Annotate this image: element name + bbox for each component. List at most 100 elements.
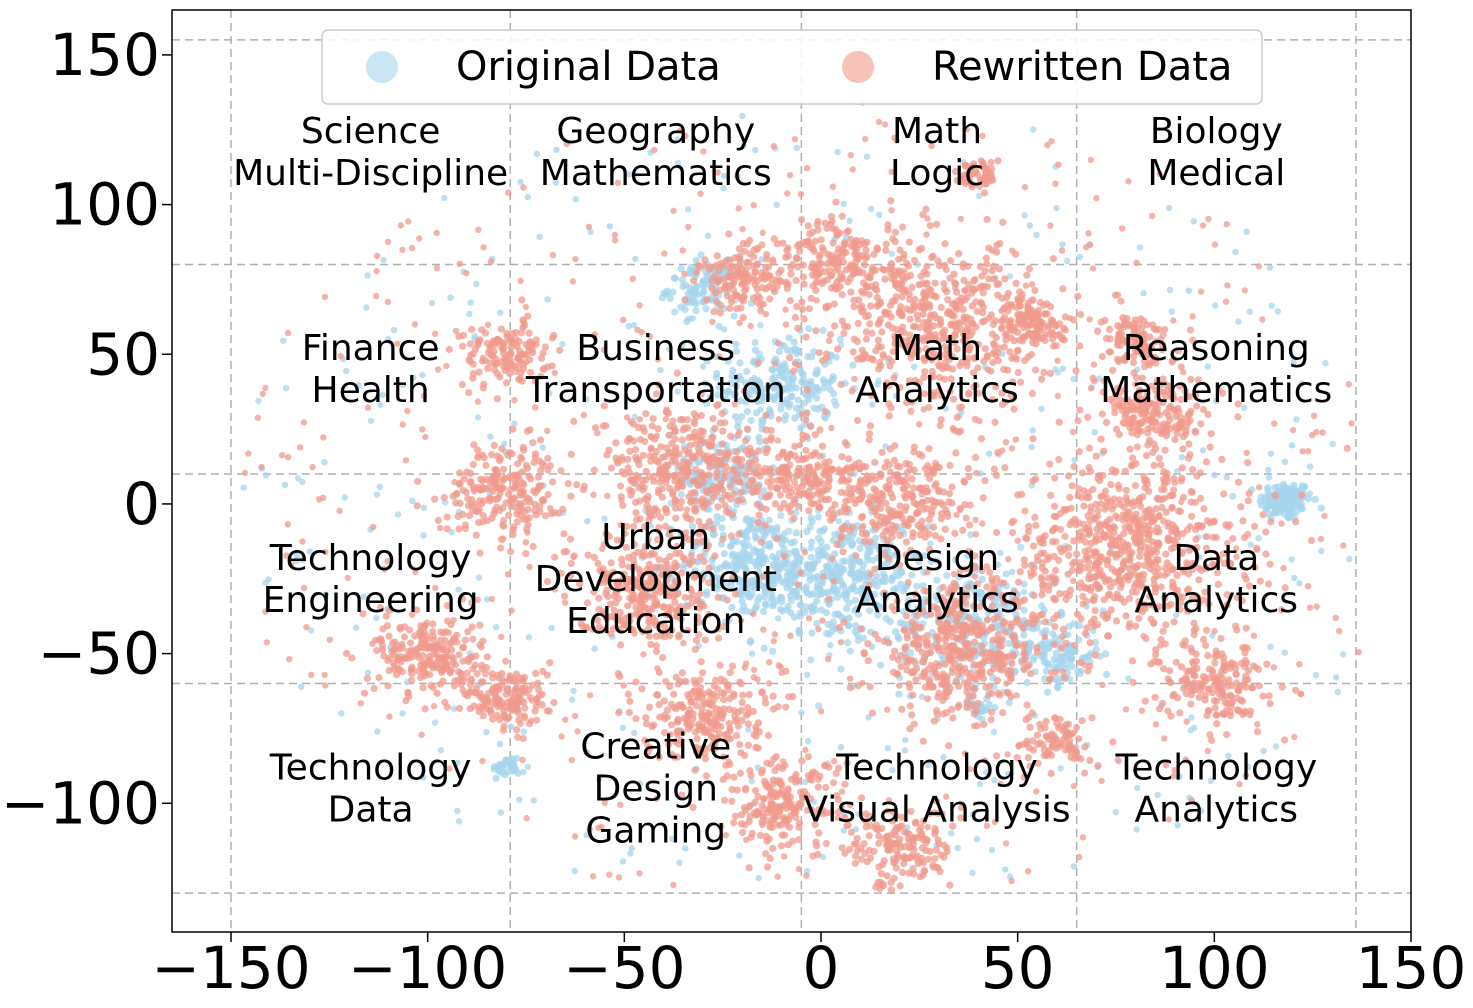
data-point (658, 454, 666, 462)
data-point (687, 489, 696, 497)
data-point (864, 543, 872, 552)
data-point (1114, 481, 1122, 489)
data-point (1262, 528, 1270, 536)
data-point (515, 375, 523, 383)
data-point (520, 318, 528, 326)
data-point (688, 299, 696, 307)
data-point (976, 263, 984, 271)
data-point (1042, 659, 1050, 667)
data-point (566, 535, 575, 543)
data-point (1061, 532, 1069, 541)
data-point (994, 689, 1002, 697)
data-point (815, 253, 823, 261)
data-point (1267, 643, 1274, 650)
data-point (619, 858, 627, 865)
data-point (781, 360, 789, 368)
data-point (1029, 435, 1037, 443)
data-point (1020, 631, 1028, 639)
data-point (1002, 570, 1010, 578)
data-point (1126, 556, 1134, 565)
data-point (844, 639, 852, 647)
data-point (907, 656, 915, 664)
data-point (880, 570, 888, 578)
data-point (1161, 564, 1169, 573)
data-point (986, 653, 994, 662)
data-point (917, 272, 925, 280)
data-point (722, 395, 730, 403)
data-point (757, 274, 765, 282)
data-point (723, 491, 731, 500)
data-point (363, 304, 370, 311)
data-point (745, 258, 753, 266)
data-point (1097, 435, 1105, 443)
data-point (867, 302, 875, 310)
data-point (1020, 650, 1028, 659)
data-point (683, 416, 691, 424)
data-point (1095, 582, 1103, 591)
data-point (1288, 556, 1295, 563)
data-point (786, 354, 794, 362)
data-point (517, 178, 524, 186)
data-point (1223, 474, 1231, 481)
data-point (791, 414, 799, 422)
data-point (727, 532, 736, 540)
data-point (713, 513, 721, 521)
data-point (519, 488, 527, 496)
data-point (818, 244, 827, 252)
data-point (1001, 275, 1009, 283)
data-point (1050, 655, 1058, 664)
data-point (1251, 522, 1259, 530)
data-point (1112, 467, 1120, 475)
data-point (876, 211, 883, 218)
data-point (866, 607, 874, 615)
data-point (513, 510, 521, 518)
data-point (826, 257, 835, 265)
data-point (959, 263, 967, 271)
data-point (744, 542, 753, 550)
data-point (459, 342, 467, 350)
data-point (987, 311, 996, 319)
data-point (1162, 550, 1170, 558)
data-point (808, 538, 816, 546)
data-point (970, 286, 978, 294)
data-point (836, 335, 844, 343)
data-point (341, 494, 348, 501)
data-point (979, 303, 987, 311)
data-point (792, 548, 800, 556)
data-point (678, 276, 686, 284)
data-point (1329, 440, 1336, 448)
data-point (786, 592, 795, 600)
data-point (1009, 529, 1017, 537)
data-point (977, 435, 986, 443)
data-point (779, 239, 787, 247)
data-point (737, 376, 745, 384)
data-point (708, 433, 716, 441)
data-point (812, 327, 820, 335)
data-point (709, 531, 717, 539)
data-point (476, 549, 484, 557)
data-point (656, 478, 664, 486)
data-point (788, 380, 796, 388)
data-point (968, 320, 976, 328)
data-point (483, 653, 491, 661)
data-point (713, 252, 721, 260)
data-point (942, 682, 950, 690)
data-point (1061, 660, 1070, 668)
data-point (476, 497, 484, 505)
data-point (1267, 518, 1275, 526)
data-point (1297, 500, 1305, 508)
data-point (539, 444, 546, 451)
data-point (536, 233, 543, 241)
data-point (1200, 505, 1208, 513)
data-point (1058, 632, 1066, 641)
data-point (1037, 549, 1045, 557)
data-point (835, 518, 843, 525)
data-point (459, 510, 467, 518)
data-point (455, 525, 463, 533)
data-point (1073, 610, 1082, 618)
data-point (986, 450, 993, 457)
data-point (1267, 450, 1275, 457)
data-point (943, 571, 951, 580)
data-point (781, 416, 789, 424)
data-point (1009, 652, 1017, 660)
